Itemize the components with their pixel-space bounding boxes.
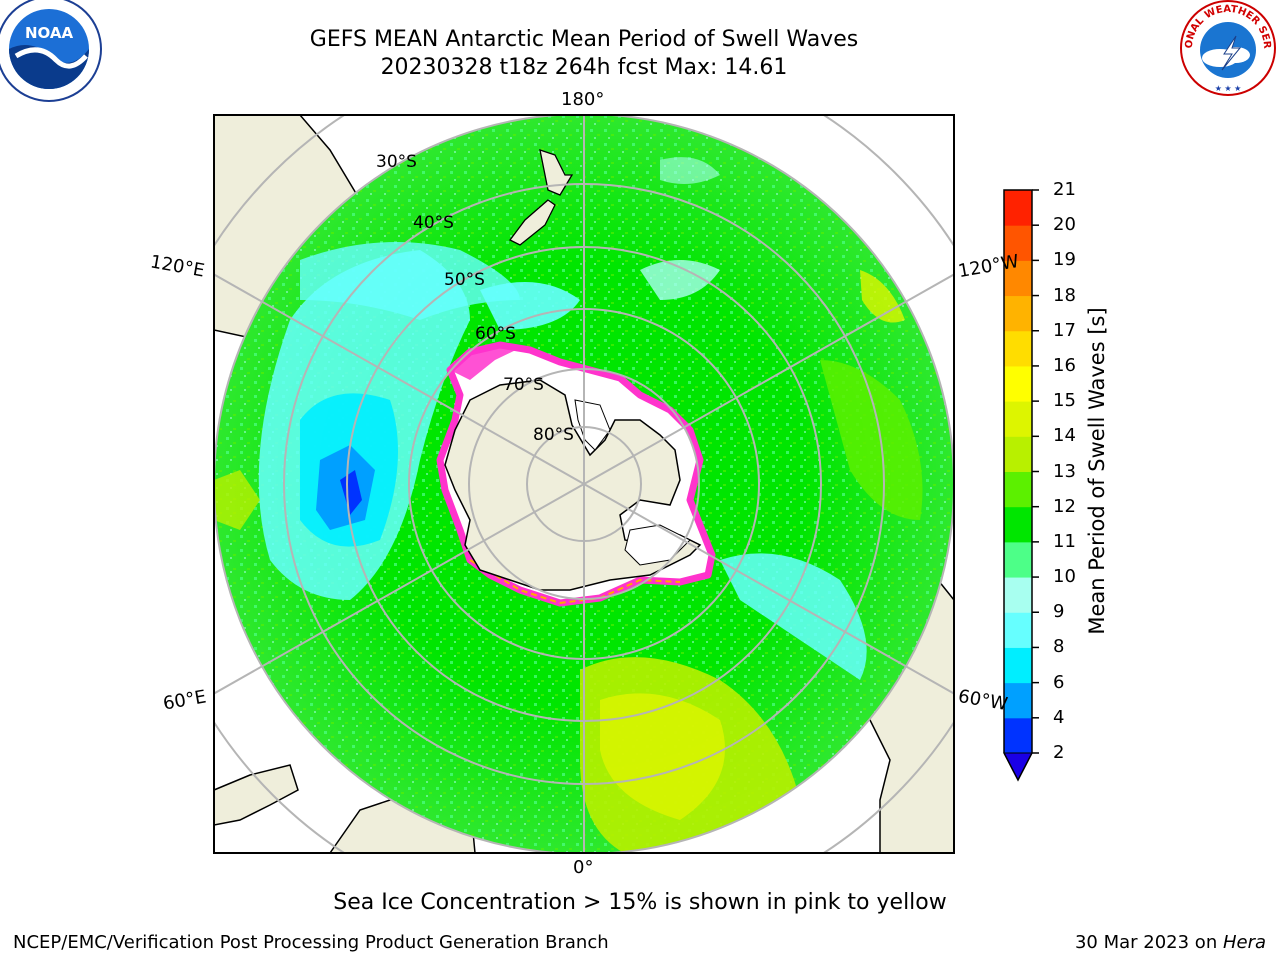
colorbar-segment bbox=[1004, 577, 1032, 613]
colorbar-tick-label: 19 bbox=[1053, 249, 1076, 271]
colorbar-tick-label: 16 bbox=[1053, 354, 1076, 376]
colorbar-tick-label: 2 bbox=[1053, 742, 1065, 763]
colorbar-tick-label: 8 bbox=[1053, 636, 1065, 658]
colorbar-segment bbox=[1004, 436, 1032, 472]
colorbar-segment bbox=[1004, 295, 1032, 332]
colorbar-tick-label: 18 bbox=[1053, 284, 1076, 306]
colorbar-under-triangle bbox=[1003, 752, 1033, 782]
footer-host: Hera bbox=[1222, 932, 1266, 953]
colorbar-tick-label: 21 bbox=[1053, 179, 1076, 200]
lon-label-top: 180° bbox=[561, 89, 605, 110]
colorbar-segment bbox=[1004, 260, 1032, 297]
colorbar-label: Mean Period of Swell Waves [s] bbox=[1085, 307, 1109, 635]
lat-label-50s: 50°S bbox=[444, 270, 485, 290]
colorbar-tick-label: 20 bbox=[1053, 214, 1076, 236]
colorbar-segment bbox=[1004, 647, 1032, 684]
colorbar-tick-label: 14 bbox=[1053, 425, 1076, 447]
footer-date-text: 30 Mar 2023 on bbox=[1074, 932, 1223, 953]
colorbar-segment bbox=[1004, 717, 1032, 754]
lon-label-bottom: 0° bbox=[573, 857, 594, 878]
noaa-logo: NOAA bbox=[0, 0, 102, 102]
colorbar-segment bbox=[1004, 365, 1032, 402]
colorbar-tick-label: 12 bbox=[1053, 495, 1076, 517]
colorbar-segment bbox=[1004, 190, 1032, 226]
colorbar-segment bbox=[1004, 471, 1032, 508]
lat-label-60s: 60°S bbox=[475, 324, 516, 344]
colorbar bbox=[1003, 189, 1039, 782]
colorbar-tick-label: 4 bbox=[1053, 706, 1065, 728]
chart-subtitle: 20230328 t18z 264h fcst Max: 14.61 bbox=[380, 55, 788, 80]
colorbar-tick-label: 9 bbox=[1053, 601, 1065, 623]
noaa-logo-text: NOAA bbox=[25, 24, 74, 42]
lat-label-70s: 70°S bbox=[503, 375, 544, 395]
colorbar-segment bbox=[1004, 682, 1032, 719]
footer-date: 30 Mar 2023 on Hera bbox=[1075, 932, 1266, 953]
sea-ice-note: Sea Ice Concentration > 15% is shown in … bbox=[333, 890, 947, 915]
svg-text:★ ★ ★: ★ ★ ★ bbox=[1215, 84, 1242, 93]
map-frame bbox=[213, 114, 955, 854]
colorbar-tick-label: 6 bbox=[1053, 671, 1065, 693]
lat-label-40s: 40°S bbox=[413, 213, 454, 233]
nws-logo: NATIONAL WEATHER SERVICE ★ ★ ★ bbox=[1178, 0, 1276, 96]
colorbar-segment bbox=[1004, 506, 1032, 543]
footer-credit: NCEP/EMC/Verification Post Processing Pr… bbox=[13, 932, 609, 953]
colorbar-tick-label: 13 bbox=[1053, 460, 1076, 482]
colorbar-segment bbox=[1004, 330, 1032, 367]
colorbar-tick-label: 11 bbox=[1053, 530, 1076, 552]
chart-title: GEFS MEAN Antarctic Mean Period of Swell… bbox=[309, 27, 859, 52]
colorbar-segment bbox=[1004, 541, 1032, 578]
colorbar-tick-label: 17 bbox=[1053, 319, 1076, 341]
colorbar-segment bbox=[1004, 225, 1032, 261]
lat-label-80s: 80°S bbox=[533, 425, 574, 445]
colorbar-segment bbox=[1004, 401, 1032, 437]
colorbar-segment bbox=[1004, 612, 1032, 648]
lat-label-30s: 30°S bbox=[376, 152, 417, 172]
colorbar-tick-label: 15 bbox=[1053, 390, 1076, 412]
colorbar-tick-label: 10 bbox=[1053, 566, 1076, 588]
